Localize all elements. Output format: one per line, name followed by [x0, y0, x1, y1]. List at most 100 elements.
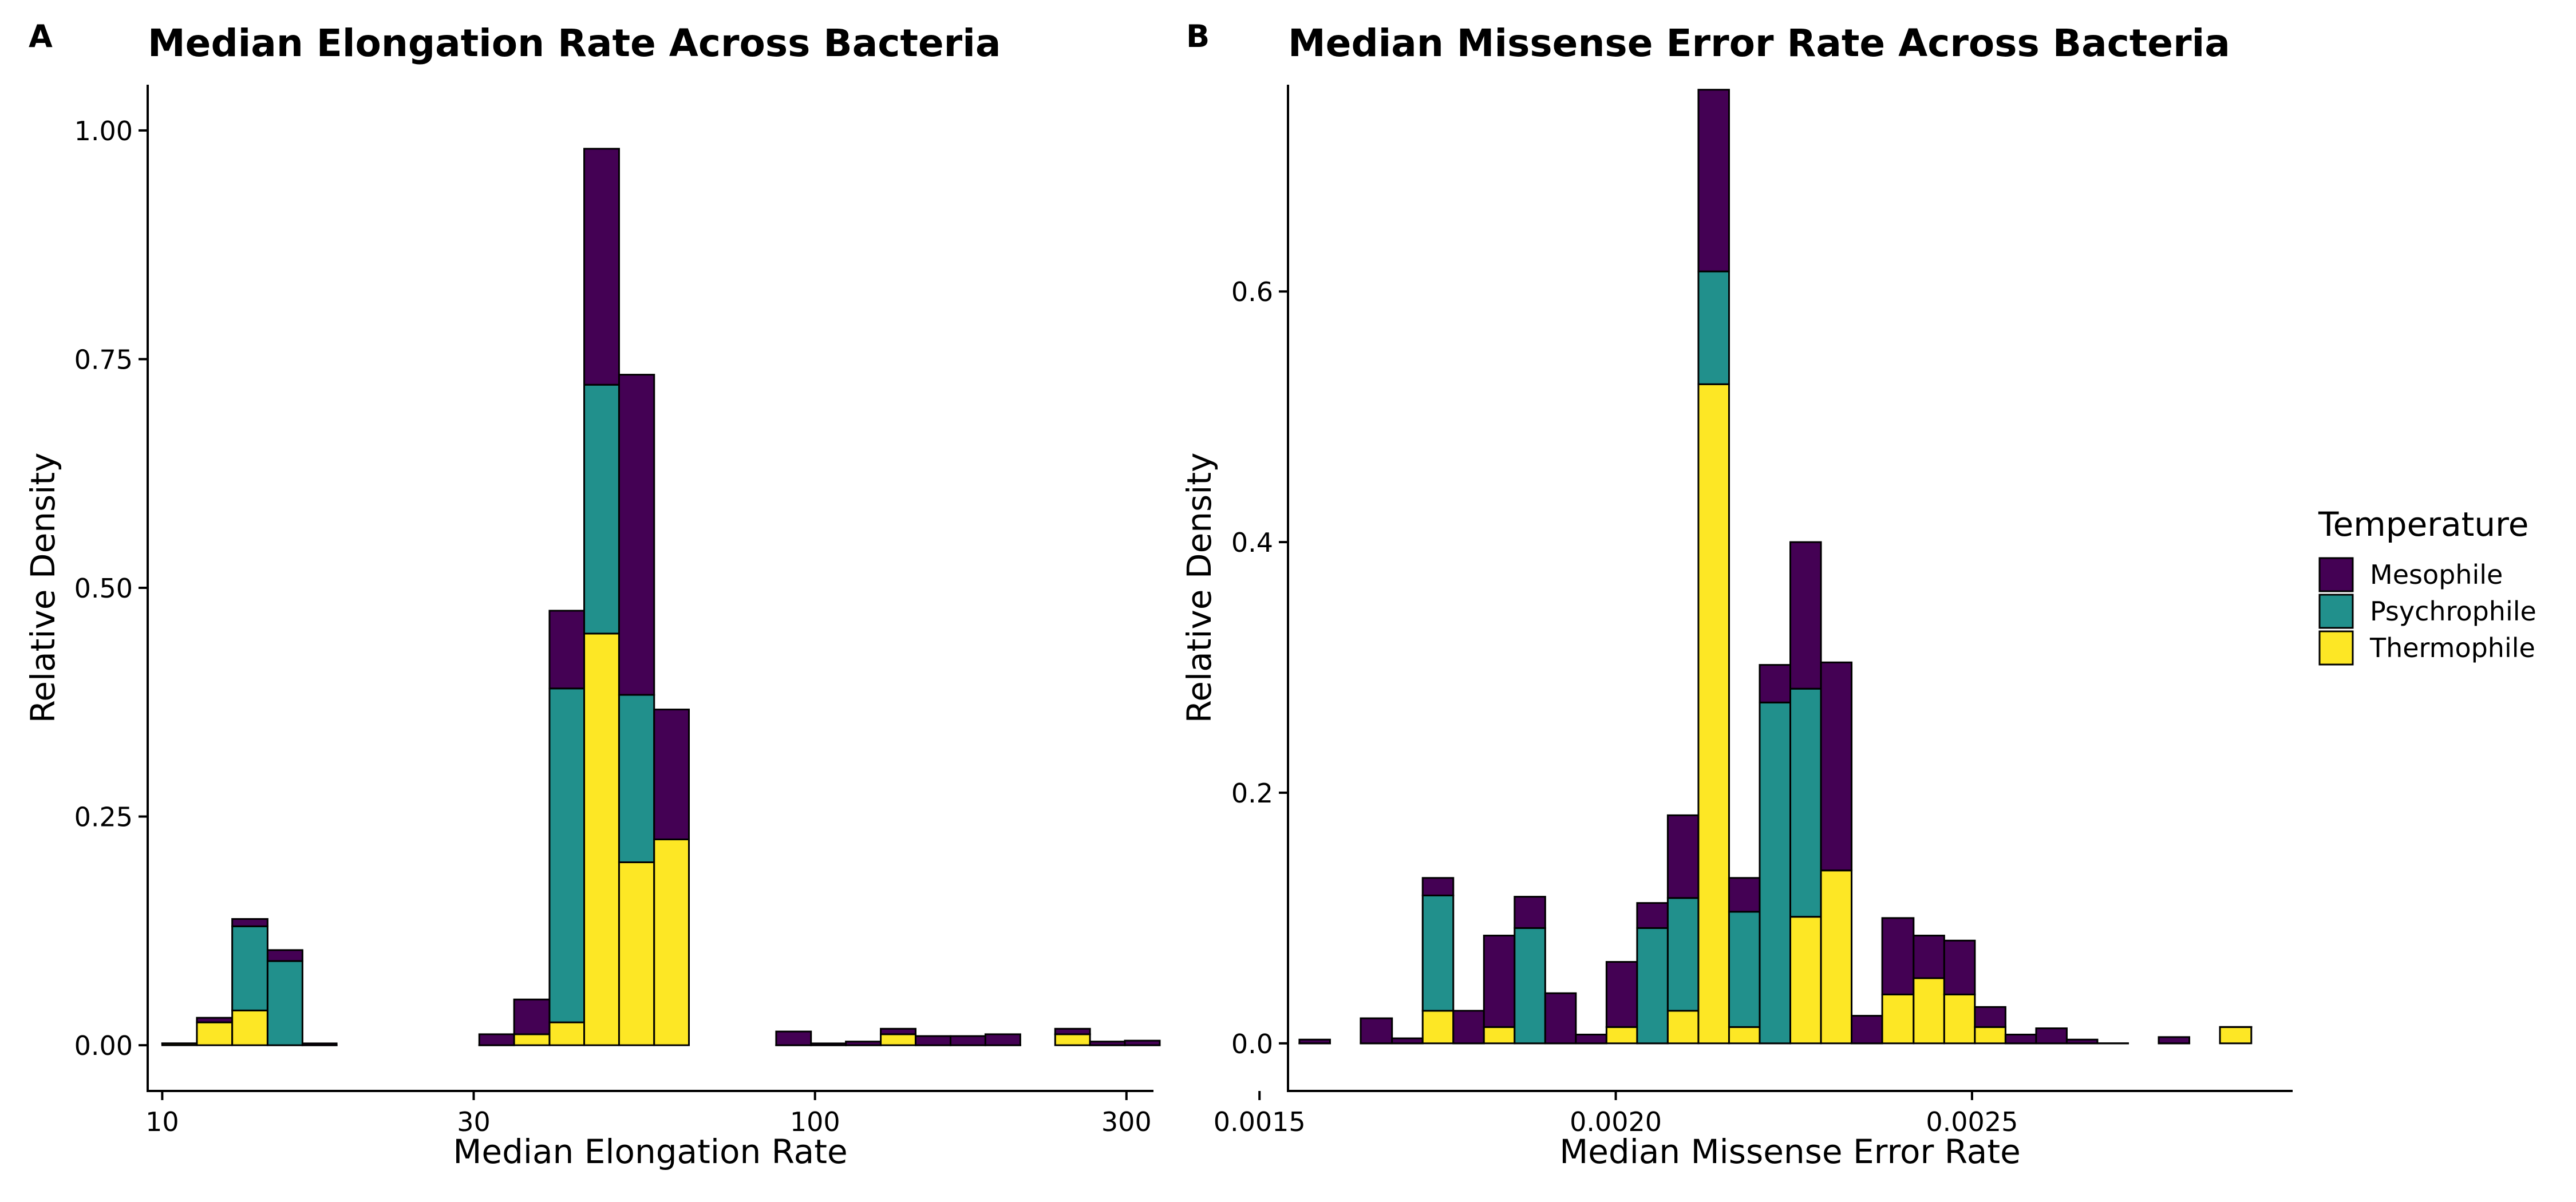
panel-b-y-ticks: 0.0 0.2 0.4 0.6: [1231, 276, 1288, 1059]
panel-a-bar-thermophile: [513, 1033, 551, 1046]
panel-a-bar-mesophile: [1054, 1027, 1091, 1035]
panel-b-y-axis-label: Relative Density: [1180, 453, 1219, 723]
panel-b-bar-psychrophile: [1666, 897, 1700, 1012]
panel-a-bar-mesophile: [880, 1027, 916, 1035]
legend-label-mesophile: Mesophile: [2370, 559, 2503, 590]
panel-b-bar-mesophile: [2158, 1036, 2191, 1045]
legend-entries: Mesophile Psychrophile Thermophile: [2318, 557, 2537, 666]
panel-a-bar-psychrophile: [583, 383, 620, 635]
panel-a-bar-thermophile: [1054, 1033, 1091, 1046]
panel-a-bar-mesophile: [810, 1042, 847, 1046]
panel-b-bar-mesophile: [1514, 896, 1546, 929]
panel-b-x-tick-label: 0.0020: [1570, 1106, 1662, 1137]
panel-a-bar-mesophile: [513, 998, 551, 1035]
panel-b-bar-mesophile: [1298, 1038, 1331, 1045]
panel-a-y-tick-label: 0.00: [74, 1030, 133, 1061]
panel-b-bar-mesophile: [1974, 1006, 2006, 1028]
panel-b-bar-mesophile: [1851, 1015, 1883, 1045]
panel-a-x-tick-label: 10: [145, 1106, 179, 1137]
panel-a-bar-mesophile: [266, 949, 303, 962]
panel-a-y-ticks: 0.00 0.25 0.50 0.75 1.00: [74, 116, 148, 1061]
legend-key-thermophile: [2318, 630, 2354, 666]
panel-b-bar-thermophile: [1421, 1010, 1455, 1045]
panel-a-bar-thermophile: [583, 632, 620, 1046]
panel-a-bar-thermophile: [880, 1033, 916, 1046]
panel-b-x-ticks: 0.0015 0.0020 0.0025: [1214, 1091, 2018, 1137]
panel-a-x-ticks: 10 30 100 300: [145, 1091, 1152, 1137]
panel-a-bar-mesophile: [618, 374, 655, 696]
panel-a-y-tick-label: 0.75: [74, 344, 133, 375]
panel-b-bar-thermophile: [1697, 383, 1730, 1045]
panel-a-bars: [161, 148, 1161, 1046]
panel-a-bar-thermophile: [653, 839, 690, 1046]
panel-b-bar-mesophile: [1452, 1010, 1485, 1045]
panel-b-x-tick-label: 0.0025: [1926, 1106, 2018, 1137]
legend: Temperature Mesophile Psychrophile Thermop…: [2318, 505, 2537, 666]
panel-b-bar-thermophile: [1820, 869, 1853, 1045]
panel-b-x-tick-label: 0.0015: [1214, 1106, 1306, 1137]
panel-a-bar-mesophile: [1089, 1041, 1126, 1046]
panel-a-title: Median Elongation Rate Across Bacteria: [148, 21, 1001, 65]
panel-b-bar-psychrophile: [1697, 270, 1730, 385]
panel-b-bar-mesophile: [1881, 917, 1915, 995]
panel-b-bar-mesophile: [2004, 1033, 2037, 1045]
panel-b-bar-psychrophile: [1759, 701, 1792, 1045]
panel-b-bar-psychrophile: [1421, 894, 1455, 1012]
panel-b-bar-mesophile: [1483, 935, 1516, 1028]
panel-b-bar-mesophile: [1759, 664, 1792, 703]
panel-b-bar-psychrophile: [1636, 927, 1669, 1045]
panel-a-bar-mesophile: [478, 1033, 515, 1046]
panel-a-bar-mesophile: [196, 1017, 234, 1023]
legend-label-psychrophile: Psychrophile: [2370, 596, 2537, 627]
panel-b: B Median Missense Error Rate Across Bact…: [1180, 18, 2293, 1171]
panel-b-bar-psychrophile: [1728, 911, 1761, 1028]
legend-label-thermophile: Thermophile: [2369, 632, 2535, 663]
panel-b-bar-mesophile: [1820, 661, 1853, 872]
panel-b-bar-mesophile: [1728, 877, 1761, 913]
panel-b-tag: B: [1186, 18, 1210, 54]
panel-b-bar-mesophile: [2065, 1038, 2099, 1045]
panel-a-bar-psychrophile: [266, 960, 303, 1046]
panel-a-bar-mesophile: [653, 709, 690, 841]
panel-b-bar-mesophile: [1943, 939, 1976, 995]
panel-a-bar-mesophile: [231, 918, 268, 927]
panel-b-bar-mesophile: [1605, 961, 1638, 1028]
panel-b-bar-mesophile: [1421, 877, 1455, 896]
panel-b-bar-thermophile: [1943, 993, 1976, 1045]
panel-b-bar-thermophile: [1913, 977, 1945, 1045]
panel-a-bar-psychrophile: [618, 694, 655, 863]
panel-a-bar-thermophile: [618, 861, 655, 1046]
panel-a-bar-psychrophile: [231, 925, 268, 1011]
panel-a-bar-mesophile: [1124, 1039, 1161, 1046]
legend-key-mesophile: [2318, 557, 2354, 592]
panel-b-y-tick-label: 0.0: [1231, 1029, 1273, 1059]
panel-b-bar-thermophile: [1974, 1026, 2006, 1045]
panel-a-y-axis-label: Relative Density: [23, 453, 62, 723]
panel-b-bar-thermophile: [1881, 993, 1915, 1045]
panel-a-bar-mesophile: [775, 1030, 812, 1046]
panel-a-bar-mesophile: [583, 148, 620, 386]
panel-b-y-tick-label: 0.4: [1231, 527, 1273, 558]
panel-a-bar-mesophile: [548, 610, 586, 690]
panel-a-bar-mesophile: [984, 1033, 1021, 1046]
legend-key-psychrophile: [2318, 594, 2354, 629]
panel-b-bar-thermophile: [1483, 1026, 1516, 1045]
panel-b-bar-psychrophile: [1789, 687, 1822, 918]
panel-b-bar-mesophile: [1391, 1037, 1424, 1045]
panel-b-bars: [1298, 89, 2253, 1045]
panel-b-bar-psychrophile: [1514, 927, 1546, 1045]
panel-b-x-axis-label: Median Missense Error Rate: [1559, 1132, 2021, 1171]
panel-a-x-tick-label: 30: [457, 1106, 491, 1137]
panel-a-bar-mesophile: [949, 1035, 986, 1046]
panel-a-bar-thermophile: [548, 1021, 586, 1046]
panel-b-bar-mesophile: [1636, 902, 1669, 929]
panel-a-y-tick-label: 0.25: [74, 802, 133, 833]
panel-a-x-axis-label: Median Elongation Rate: [453, 1132, 847, 1171]
panel-b-bar-mesophile: [1913, 935, 1945, 979]
panel-b-bar-thermophile: [1789, 916, 1822, 1045]
panel-b-bar-mesophile: [1666, 814, 1700, 899]
panel-b-bar-mesophile: [1360, 1017, 1393, 1045]
panel-a-bar-mesophile: [914, 1035, 951, 1046]
panel-b-bar-mesophile: [1575, 1033, 1607, 1045]
